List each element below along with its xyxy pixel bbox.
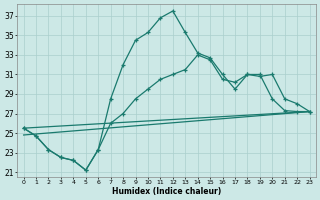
X-axis label: Humidex (Indice chaleur): Humidex (Indice chaleur) xyxy=(112,187,221,196)
